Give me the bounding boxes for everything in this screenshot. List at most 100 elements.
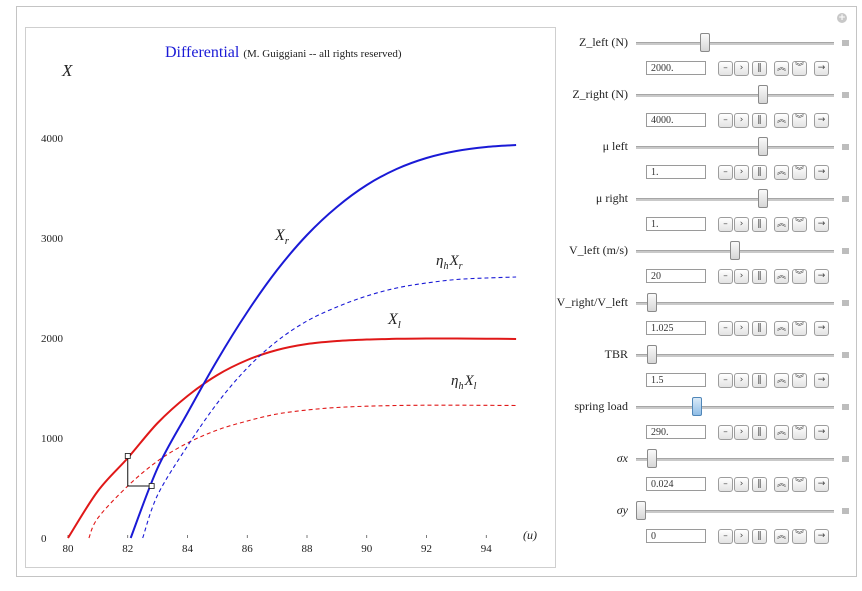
slower-button[interactable]: ︾ [792, 113, 807, 128]
slider-track[interactable] [636, 198, 834, 201]
pause-button[interactable]: ‖ [752, 321, 767, 336]
slower-button[interactable]: ︾ [792, 217, 807, 232]
slider-track[interactable] [636, 458, 834, 461]
direction-button[interactable]: → [814, 321, 829, 336]
expand-controls-icon[interactable] [842, 508, 849, 514]
slower-button[interactable]: ︾ [792, 321, 807, 336]
pause-button[interactable]: ‖ [752, 529, 767, 544]
direction-button[interactable]: → [814, 425, 829, 440]
slider-thumb[interactable] [699, 33, 710, 52]
slider-track[interactable] [636, 406, 834, 409]
minus-button[interactable]: – [718, 425, 733, 440]
pause-button[interactable]: ‖ [752, 269, 767, 284]
direction-button[interactable]: → [814, 477, 829, 492]
slider-thumb[interactable] [647, 293, 658, 312]
slower-button[interactable]: ︾ [792, 373, 807, 388]
minus-button[interactable]: – [718, 165, 733, 180]
expand-controls-icon[interactable] [842, 92, 849, 98]
slider-thumb[interactable] [730, 241, 740, 260]
faster-button[interactable]: ︽ [774, 61, 789, 76]
faster-button[interactable]: ︽ [774, 113, 789, 128]
expand-controls-icon[interactable] [842, 196, 849, 202]
play-button[interactable]: › [734, 425, 749, 440]
slider-thumb[interactable] [647, 449, 658, 468]
direction-button[interactable]: → [814, 61, 829, 76]
minus-button[interactable]: – [718, 61, 733, 76]
pause-button[interactable]: ‖ [752, 425, 767, 440]
slider-thumb[interactable] [758, 189, 769, 208]
minus-button[interactable]: – [718, 529, 733, 544]
value-field[interactable]: 1. [646, 165, 706, 179]
slower-button[interactable]: ︾ [792, 477, 807, 492]
play-button[interactable]: › [734, 217, 749, 232]
slower-button[interactable]: ︾ [792, 61, 807, 76]
slower-button[interactable]: ︾ [792, 425, 807, 440]
play-button[interactable]: › [734, 373, 749, 388]
play-button[interactable]: › [734, 321, 749, 336]
pause-button[interactable]: ‖ [752, 477, 767, 492]
slower-button[interactable]: ︾ [792, 269, 807, 284]
value-field[interactable]: 1.025 [646, 321, 706, 335]
slider-track[interactable] [636, 94, 834, 97]
faster-button[interactable]: ︽ [774, 165, 789, 180]
minus-button[interactable]: – [718, 477, 733, 492]
minus-button[interactable]: – [718, 373, 733, 388]
slider-thumb[interactable] [758, 137, 769, 156]
play-button[interactable]: › [734, 61, 749, 76]
minus-button[interactable]: – [718, 113, 733, 128]
direction-button[interactable]: → [814, 269, 829, 284]
pause-button[interactable]: ‖ [752, 61, 767, 76]
slider-track[interactable] [636, 510, 834, 513]
direction-button[interactable]: → [814, 113, 829, 128]
pause-button[interactable]: ‖ [752, 165, 767, 180]
direction-button[interactable]: → [814, 217, 829, 232]
value-field[interactable]: 0.024 [646, 477, 706, 491]
faster-button[interactable]: ︽ [774, 529, 789, 544]
play-button[interactable]: › [734, 269, 749, 284]
expand-controls-icon[interactable] [842, 248, 849, 254]
plus-circle-icon[interactable]: + [837, 13, 847, 23]
marker-handle[interactable] [124, 453, 131, 459]
faster-button[interactable]: ︽ [774, 217, 789, 232]
slider-track[interactable] [636, 354, 834, 357]
faster-button[interactable]: ︽ [774, 269, 789, 284]
expand-controls-icon[interactable] [842, 404, 849, 410]
slider-thumb[interactable] [692, 397, 703, 416]
faster-button[interactable]: ︽ [774, 425, 789, 440]
faster-button[interactable]: ︽ [774, 477, 789, 492]
value-field[interactable]: 2000. [646, 61, 706, 75]
slider-thumb[interactable] [758, 85, 769, 104]
slider-thumb[interactable] [636, 501, 646, 520]
expand-controls-icon[interactable] [842, 144, 849, 150]
pause-button[interactable]: ‖ [752, 217, 767, 232]
expand-controls-icon[interactable] [842, 40, 849, 46]
marker-handle[interactable] [148, 483, 155, 489]
slower-button[interactable]: ︾ [792, 165, 807, 180]
play-button[interactable]: › [734, 529, 749, 544]
direction-button[interactable]: → [814, 165, 829, 180]
play-button[interactable]: › [734, 165, 749, 180]
pause-button[interactable]: ‖ [752, 373, 767, 388]
minus-button[interactable]: – [718, 321, 733, 336]
play-button[interactable]: › [734, 477, 749, 492]
slower-button[interactable]: ︾ [792, 529, 807, 544]
slider-track[interactable] [636, 302, 834, 305]
slider-track[interactable] [636, 42, 834, 45]
value-field[interactable]: 1.5 [646, 373, 706, 387]
expand-controls-icon[interactable] [842, 352, 849, 358]
value-field[interactable]: 20 [646, 269, 706, 283]
pause-button[interactable]: ‖ [752, 113, 767, 128]
value-field[interactable]: 0 [646, 529, 706, 543]
expand-controls-icon[interactable] [842, 456, 849, 462]
minus-button[interactable]: – [718, 217, 733, 232]
play-button[interactable]: › [734, 113, 749, 128]
slider-track[interactable] [636, 146, 834, 149]
direction-button[interactable]: → [814, 373, 829, 388]
minus-button[interactable]: – [718, 269, 733, 284]
expand-controls-icon[interactable] [842, 300, 849, 306]
direction-button[interactable]: → [814, 529, 829, 544]
faster-button[interactable]: ︽ [774, 321, 789, 336]
value-field[interactable]: 1. [646, 217, 706, 231]
slider-thumb[interactable] [647, 345, 658, 364]
faster-button[interactable]: ︽ [774, 373, 789, 388]
